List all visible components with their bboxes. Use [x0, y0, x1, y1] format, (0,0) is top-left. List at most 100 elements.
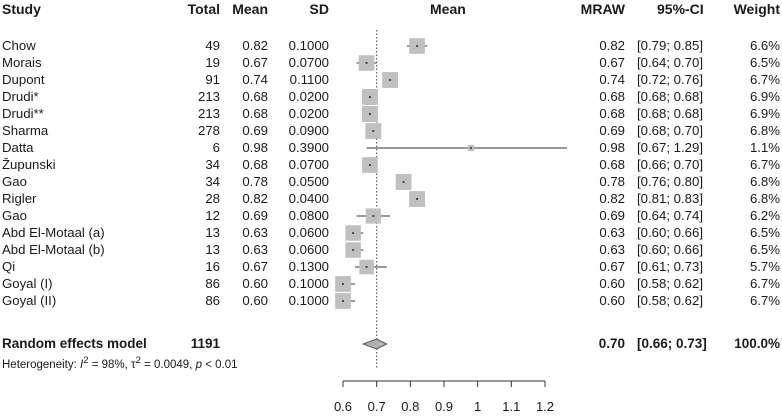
- table-row: Gao 12 0.69 0.0800 0.69 [0.64; 0.74] 6.2…: [0, 207, 782, 224]
- study-name: Gao: [2, 174, 27, 189]
- study-name: Datta: [2, 140, 34, 155]
- study-sd: 0.0900: [288, 123, 329, 138]
- study-total: 28: [205, 191, 220, 206]
- study-weight: 6.5%: [749, 242, 780, 257]
- study-ci: [0.68; 0.68]: [637, 89, 703, 104]
- study-name: Gao: [2, 208, 27, 223]
- header-ci: 95%-CI: [657, 1, 704, 17]
- study-mean: 0.69: [242, 208, 268, 223]
- study-total: 19: [205, 55, 220, 70]
- study-ci: [0.72; 0.76]: [637, 72, 703, 87]
- study-weight: 6.7%: [749, 293, 780, 308]
- study-mean: 0.68: [242, 106, 268, 121]
- tau-symbol: τ: [131, 358, 136, 371]
- study-sd: 0.0600: [288, 242, 329, 257]
- study-total: 16: [205, 259, 220, 274]
- study-sd: 0.0200: [288, 89, 329, 104]
- study-mean: 0.60: [242, 293, 268, 308]
- table-row: Rigler 28 0.82 0.0400 0.82 [0.81; 0.83] …: [0, 190, 782, 207]
- study-name: Rigler: [2, 191, 37, 206]
- study-name: Chow: [2, 38, 36, 53]
- study-mraw: 0.82: [599, 38, 625, 53]
- table-row: Abd El-Motaal (a) 13 0.63 0.0600 0.63 [0…: [0, 224, 782, 241]
- study-total: 49: [205, 38, 220, 53]
- study-mean: 0.68: [242, 89, 268, 104]
- study-sd: 0.0600: [288, 225, 329, 240]
- study-mean: 0.98: [242, 140, 268, 155]
- study-mraw: 0.60: [599, 276, 625, 291]
- het-prefix: Heterogeneity:: [2, 358, 80, 371]
- study-ci: [0.64; 0.74]: [637, 208, 703, 223]
- study-total: 34: [205, 174, 220, 189]
- i2-value: = 98%,: [88, 358, 132, 371]
- study-ci: [0.60; 0.66]: [637, 225, 703, 240]
- header-sd: SD: [309, 1, 329, 17]
- study-name: Drudi*: [2, 89, 39, 104]
- tau-value: = 0.0049,: [140, 358, 196, 371]
- header-total: Total: [187, 1, 220, 17]
- study-total: 13: [205, 242, 220, 257]
- study-weight: 5.7%: [749, 259, 780, 274]
- study-total: 213: [197, 89, 220, 104]
- study-total: 91: [205, 72, 220, 87]
- study-name: Qi: [2, 259, 16, 274]
- study-sd: 0.1000: [288, 293, 329, 308]
- heterogeneity-stats: Heterogeneity: I2 = 98%, τ2 = 0.0049, p …: [2, 355, 238, 371]
- study-weight: 6.8%: [749, 123, 780, 138]
- table-row: Chow 49 0.82 0.1000 0.82 [0.79; 0.85] 6.…: [0, 37, 782, 54]
- header-plot-mean: Mean: [430, 1, 466, 17]
- study-total: 13: [205, 225, 220, 240]
- study-mean: 0.60: [242, 276, 268, 291]
- study-weight: 6.8%: [749, 174, 780, 189]
- study-name: Goyal (II): [2, 293, 57, 308]
- x-tick-label: 0.7: [368, 399, 386, 414]
- study-weight: 6.9%: [749, 106, 780, 121]
- study-mean: 0.63: [242, 242, 268, 257]
- study-ci: [0.66; 0.70]: [637, 157, 703, 172]
- study-mraw: 0.82: [599, 191, 625, 206]
- study-mean: 0.67: [242, 259, 268, 274]
- study-sd: 0.1000: [288, 38, 329, 53]
- study-name: Abd El-Motaal (b): [2, 242, 105, 257]
- pooled-ci: [0.66; 0.73]: [637, 336, 707, 351]
- pooled-label: Random effects model: [2, 336, 147, 351]
- table-row: Sharma 278 0.69 0.0900 0.69 [0.68; 0.70]…: [0, 122, 782, 139]
- table-row: Župunski 34 0.68 0.0700 0.68 [0.66; 0.70…: [0, 156, 782, 173]
- study-weight: 6.5%: [749, 225, 780, 240]
- study-ci: [0.79; 0.85]: [637, 38, 703, 53]
- x-tick-label: 1: [474, 399, 481, 414]
- study-sd: 0.0200: [288, 106, 329, 121]
- table-row: Datta 6 0.98 0.3900 0.98 [0.67; 1.29] 1.…: [0, 139, 782, 156]
- study-name: Drudi**: [2, 106, 44, 121]
- header-study: Study: [2, 1, 41, 17]
- study-ci: [0.76; 0.80]: [637, 174, 703, 189]
- table-row: Morais 19 0.67 0.0700 0.67 [0.64; 0.70] …: [0, 54, 782, 71]
- table-row: Dupont 91 0.74 0.1100 0.74 [0.72; 0.76] …: [0, 71, 782, 88]
- study-name: Župunski: [2, 157, 56, 172]
- pooled-total: 1191: [190, 336, 220, 351]
- study-mraw: 0.98: [599, 140, 625, 155]
- study-weight: 6.5%: [749, 55, 780, 70]
- study-mean: 0.68: [242, 157, 268, 172]
- study-weight: 6.7%: [749, 72, 780, 87]
- study-name: Morais: [2, 55, 42, 70]
- study-sd: 0.1000: [288, 276, 329, 291]
- study-name: Sharma: [2, 123, 49, 138]
- table-row: Goyal (I) 86 0.60 0.1000 0.60 [0.58; 0.6…: [0, 275, 782, 292]
- i2-symbol: I: [80, 358, 84, 371]
- study-total: 86: [205, 276, 220, 291]
- study-mraw: 0.68: [599, 157, 625, 172]
- study-sd: 0.0700: [288, 157, 329, 172]
- study-total: 12: [205, 208, 220, 223]
- table-row: Drudi* 213 0.68 0.0200 0.68 [0.68; 0.68]…: [0, 88, 782, 105]
- study-ci: [0.81; 0.83]: [637, 191, 703, 206]
- study-mraw: 0.74: [599, 72, 625, 87]
- x-tick-label: 0.6: [334, 399, 352, 414]
- study-total: 34: [205, 157, 220, 172]
- study-sd: 0.1100: [289, 72, 329, 87]
- study-ci: [0.60; 0.66]: [637, 242, 703, 257]
- study-sd: 0.0800: [288, 208, 329, 223]
- study-total: 278: [197, 123, 220, 138]
- study-ci: [0.61; 0.73]: [637, 259, 703, 274]
